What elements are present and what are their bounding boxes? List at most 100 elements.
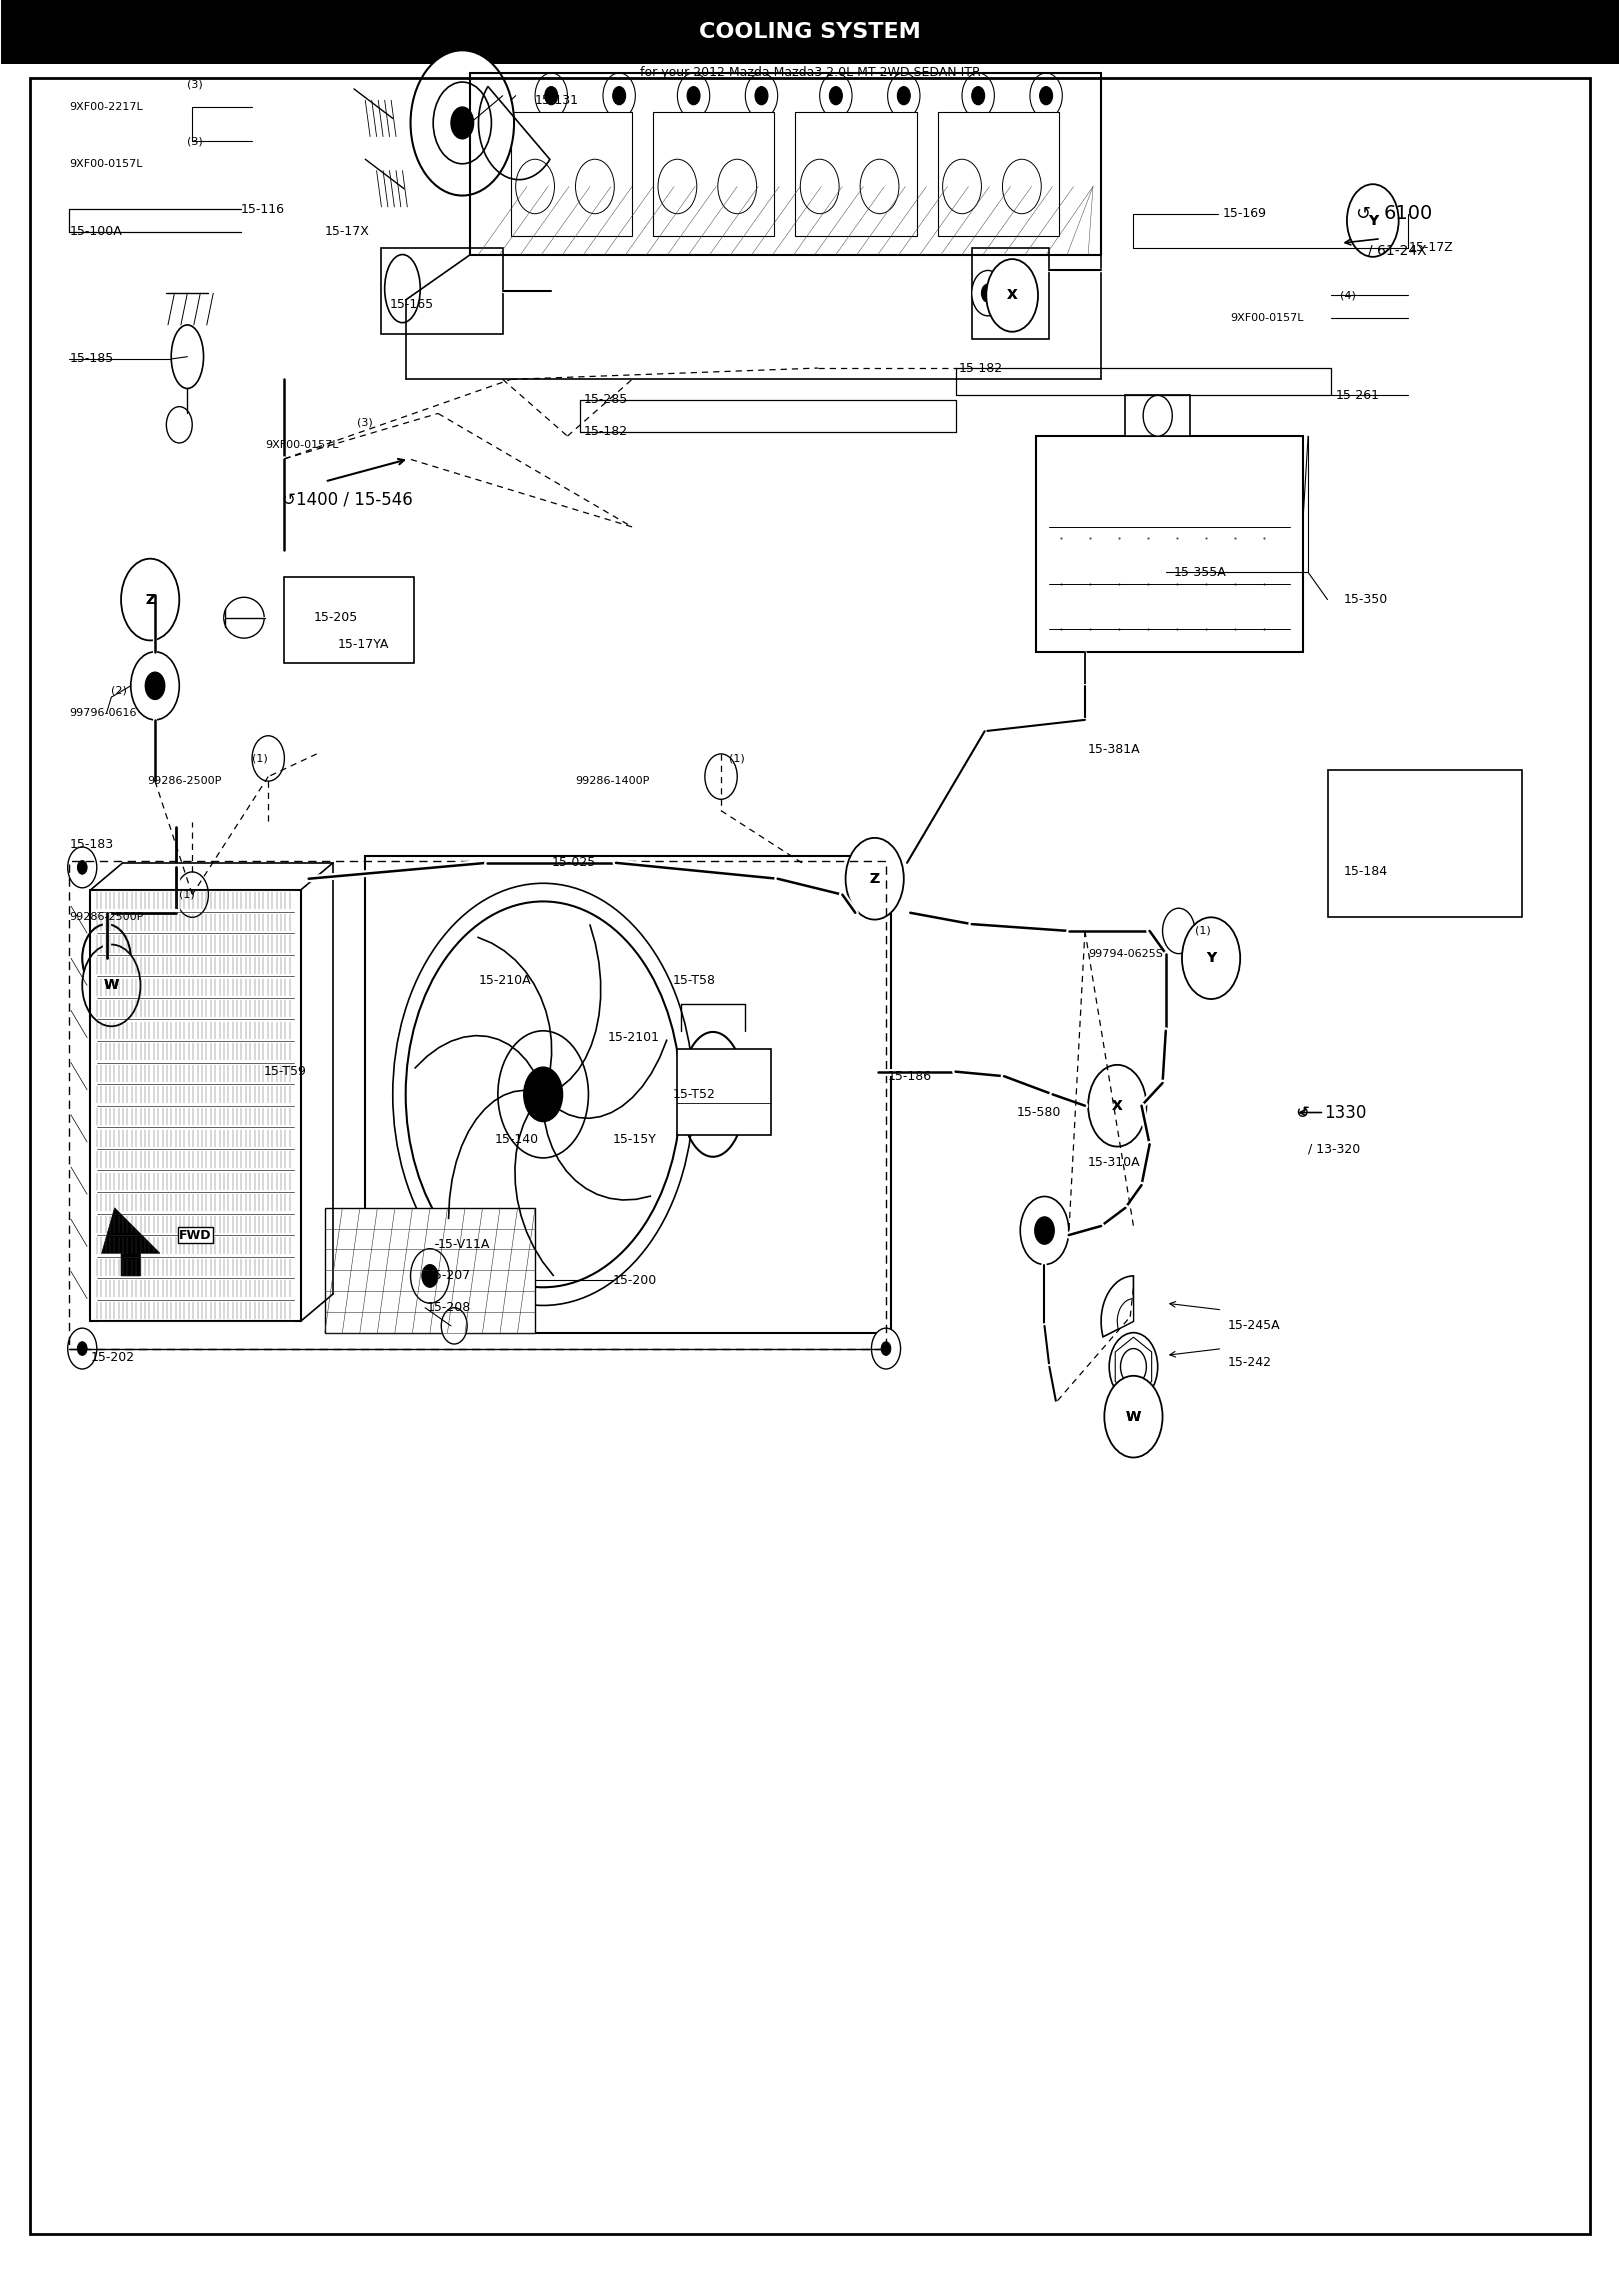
Polygon shape (102, 1209, 160, 1277)
Text: 1400 / 15-546: 1400 / 15-546 (296, 492, 413, 510)
Circle shape (523, 1067, 562, 1122)
Text: 15-T52: 15-T52 (672, 1088, 716, 1102)
Circle shape (1021, 1197, 1069, 1265)
Text: 9XF00-0157L: 9XF00-0157L (70, 159, 143, 168)
Text: 99286-2500P: 99286-2500P (147, 776, 222, 785)
Circle shape (1144, 396, 1173, 437)
Circle shape (441, 1309, 467, 1345)
Bar (938, 112, 1059, 237)
Text: 99286-1400P: 99286-1400P (575, 776, 650, 785)
Circle shape (1183, 917, 1241, 999)
Text: Z: Z (146, 592, 156, 608)
Bar (2, 0, 1618, 64)
Text: 15-100A: 15-100A (70, 225, 122, 239)
Text: (1): (1) (729, 753, 745, 762)
Circle shape (68, 847, 97, 888)
Text: ↺: ↺ (1294, 1104, 1309, 1122)
Bar (326, 1209, 535, 1334)
Bar (510, 112, 632, 237)
Text: 15-580: 15-580 (1017, 1106, 1061, 1120)
Bar (1126, 396, 1191, 437)
Circle shape (962, 73, 995, 118)
Text: 15-261: 15-261 (1335, 389, 1380, 403)
Text: 15-208: 15-208 (426, 1302, 471, 1313)
Circle shape (78, 1343, 87, 1356)
Text: 15-182: 15-182 (583, 426, 627, 437)
Circle shape (544, 86, 557, 105)
Text: 15-116: 15-116 (241, 203, 285, 216)
Text: 15-245A: 15-245A (1228, 1320, 1280, 1331)
Circle shape (1040, 86, 1053, 105)
Circle shape (800, 159, 839, 214)
Text: (4): (4) (1340, 291, 1356, 300)
Text: 9XF00-2217L: 9XF00-2217L (70, 102, 143, 112)
Text: W: W (104, 979, 118, 992)
Wedge shape (1102, 1277, 1134, 1336)
Circle shape (603, 73, 635, 118)
Text: 15-310A: 15-310A (1089, 1156, 1140, 1170)
Text: Z: Z (146, 592, 156, 608)
Circle shape (68, 1329, 97, 1368)
Circle shape (421, 1265, 437, 1288)
Circle shape (872, 1329, 901, 1368)
Text: 99794-0625S: 99794-0625S (1089, 949, 1163, 958)
Text: ↺: ↺ (282, 492, 295, 510)
Text: COOLING SYSTEM: COOLING SYSTEM (700, 23, 920, 43)
Circle shape (705, 753, 737, 799)
Text: 6100: 6100 (1383, 205, 1434, 223)
Circle shape (982, 284, 995, 303)
Text: 1330: 1330 (1324, 1104, 1367, 1122)
Text: W: W (1126, 1409, 1140, 1425)
Text: W: W (1126, 1409, 1140, 1425)
Text: (3): (3) (188, 137, 202, 146)
Text: (2): (2) (112, 685, 128, 696)
Text: Y: Y (1367, 214, 1379, 228)
Bar (1037, 437, 1302, 651)
Bar (677, 1049, 771, 1136)
Text: W: W (104, 979, 118, 992)
Text: 15-2101: 15-2101 (608, 1031, 659, 1045)
Circle shape (392, 883, 693, 1306)
Circle shape (253, 735, 285, 781)
Circle shape (535, 73, 567, 118)
Text: 15-355A: 15-355A (1174, 567, 1226, 578)
Text: 99286-2500P: 99286-2500P (70, 913, 144, 922)
Text: 15-285: 15-285 (583, 394, 629, 407)
Circle shape (177, 872, 209, 917)
Circle shape (860, 159, 899, 214)
Text: 15-381A: 15-381A (1089, 742, 1140, 756)
Bar (285, 576, 413, 662)
Text: X: X (1111, 1099, 1123, 1113)
Circle shape (1105, 1375, 1163, 1457)
Text: 15-165: 15-165 (389, 298, 434, 312)
Text: 15-17Z: 15-17Z (1408, 241, 1453, 255)
Text: 15-207: 15-207 (426, 1270, 471, 1281)
Text: 15-140: 15-140 (494, 1133, 539, 1147)
Text: 15-025: 15-025 (551, 856, 596, 869)
Bar (795, 112, 917, 237)
Text: FWD: FWD (180, 1229, 212, 1243)
Circle shape (122, 558, 180, 640)
Text: 15-210A: 15-210A (478, 974, 531, 988)
Circle shape (1003, 159, 1042, 214)
Text: 15-200: 15-200 (612, 1275, 658, 1286)
Text: 15-15Y: 15-15Y (612, 1133, 656, 1147)
Text: (1): (1) (1196, 926, 1210, 935)
Text: 15-242: 15-242 (1228, 1356, 1272, 1368)
Text: Y: Y (1205, 951, 1217, 965)
Text: 9XF00-0157L: 9XF00-0157L (266, 439, 339, 451)
Bar (364, 856, 891, 1334)
Circle shape (745, 73, 778, 118)
Circle shape (677, 73, 710, 118)
Circle shape (1089, 1065, 1147, 1147)
Circle shape (405, 901, 680, 1288)
Circle shape (820, 73, 852, 118)
Circle shape (1346, 184, 1398, 257)
Circle shape (755, 86, 768, 105)
Circle shape (146, 671, 165, 699)
Circle shape (410, 50, 514, 196)
Text: Y: Y (1205, 951, 1217, 965)
Circle shape (897, 86, 910, 105)
Text: 99796-0616: 99796-0616 (70, 708, 136, 717)
Circle shape (1035, 1218, 1055, 1245)
